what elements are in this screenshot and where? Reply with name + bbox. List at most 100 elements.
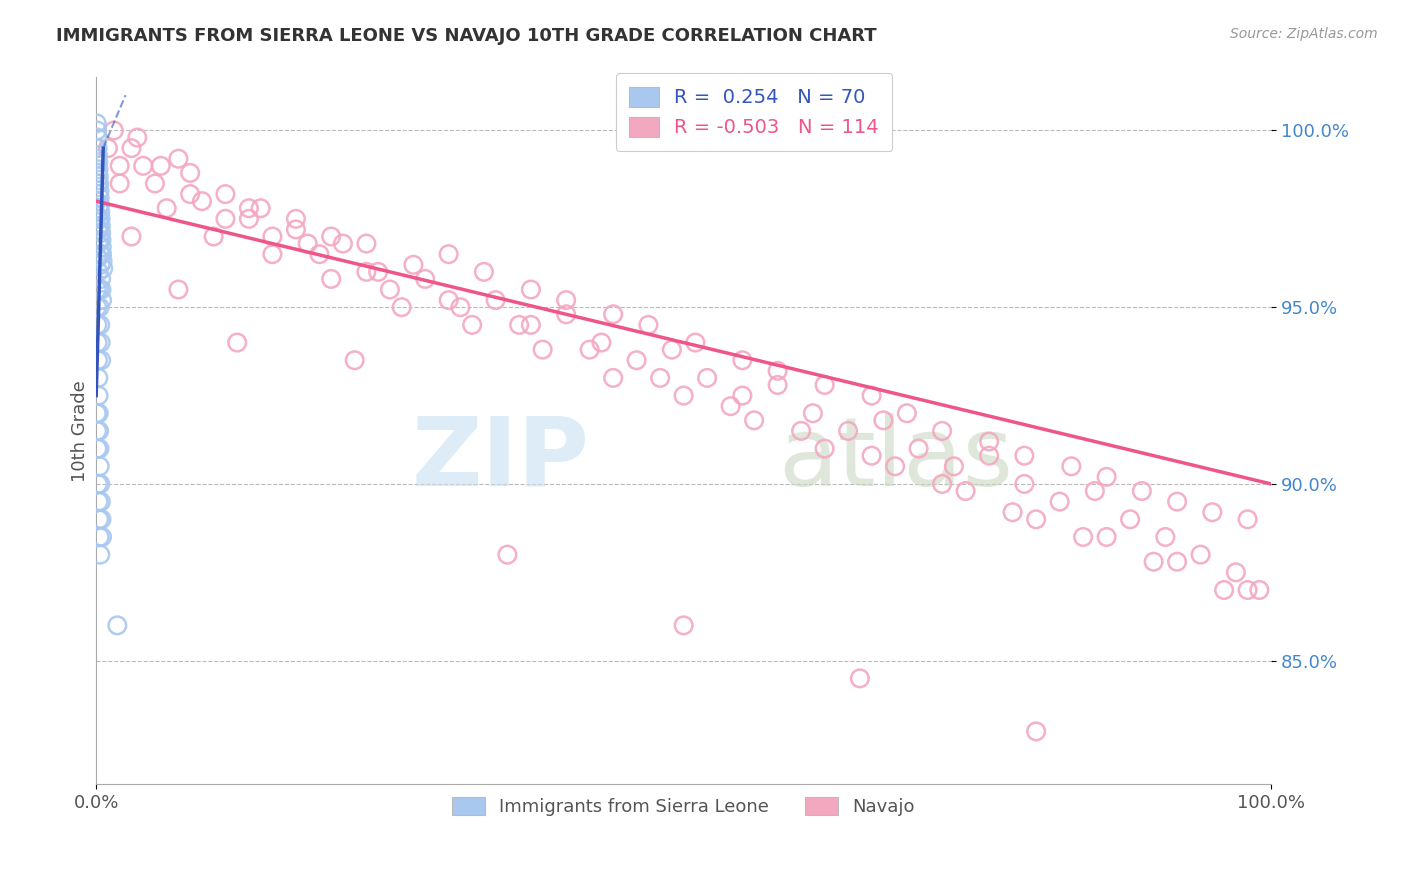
Point [87,494,110,508]
Legend: Immigrants from Sierra Leone, Navajo: Immigrants from Sierra Leone, Navajo [443,788,924,825]
Point [90,258,112,272]
Point [731,353,754,368]
Point [202,229,225,244]
Point [179,187,201,202]
Point [343,353,366,368]
Point [907,442,929,456]
Point [89,247,111,261]
Point [262,247,284,261]
Point [179,166,201,180]
Point [89,204,111,219]
Point [226,335,249,350]
Point [91,254,114,268]
Point [90,219,112,233]
Point [837,424,859,438]
Point [1201,505,1223,519]
Point [731,388,754,402]
Point [89,459,111,474]
Point [191,194,214,209]
Point [637,318,659,332]
Point [413,272,436,286]
Point [849,672,872,686]
Point [86,300,108,314]
Point [284,222,307,236]
Point [1189,548,1212,562]
Point [1095,530,1118,544]
Point [90,512,112,526]
Point [91,261,114,276]
Point [1095,470,1118,484]
Point [91,530,114,544]
Point [87,406,110,420]
Point [86,283,108,297]
Point [801,406,824,420]
Point [1071,530,1094,544]
Point [214,187,236,202]
Point [555,293,578,307]
Point [86,152,108,166]
Point [602,307,624,321]
Point [672,618,695,632]
Point [860,449,883,463]
Point [87,388,110,402]
Point [90,233,112,247]
Text: Source: ZipAtlas.com: Source: ZipAtlas.com [1230,27,1378,41]
Point [89,318,111,332]
Point [977,434,1000,449]
Point [87,211,110,226]
Point [284,211,307,226]
Point [297,236,319,251]
Text: IMMIGRANTS FROM SIERRA LEONE VS NAVAJO 10TH GRADE CORRELATION CHART: IMMIGRANTS FROM SIERRA LEONE VS NAVAJO 1… [56,27,877,45]
Point [402,258,425,272]
Point [1119,512,1142,526]
Point [91,293,114,307]
Point [132,159,155,173]
Point [1213,582,1236,597]
Point [87,477,110,491]
Point [86,208,108,222]
Point [86,222,108,236]
Point [1166,555,1188,569]
Point [120,229,142,244]
Point [720,399,742,413]
Point [238,211,260,226]
Point [1154,530,1177,544]
Point [89,233,111,247]
Point [87,177,110,191]
Point [496,548,519,562]
Point [238,201,260,215]
Point [766,364,789,378]
Point [672,388,695,402]
Point [742,413,765,427]
Point [308,247,330,261]
Point [90,353,112,368]
Point [1249,582,1271,597]
Point [87,236,110,251]
Point [1060,459,1083,474]
Point [472,265,495,279]
Point [86,442,108,456]
Point [86,166,108,180]
Point [356,265,378,279]
Point [87,283,110,297]
Point [89,184,111,198]
Point [814,378,837,392]
Point [87,155,110,169]
Point [437,247,460,261]
Point [143,177,166,191]
Text: ZIP: ZIP [412,413,589,506]
Point [955,483,977,498]
Point [89,477,111,491]
Point [89,300,111,314]
Point [103,123,125,137]
Point [90,240,112,254]
Point [790,424,813,438]
Point [87,148,110,162]
Point [685,335,707,350]
Point [89,197,111,211]
Point [156,201,179,215]
Point [86,335,108,350]
Point [249,201,271,215]
Point [461,318,484,332]
Point [931,477,953,491]
